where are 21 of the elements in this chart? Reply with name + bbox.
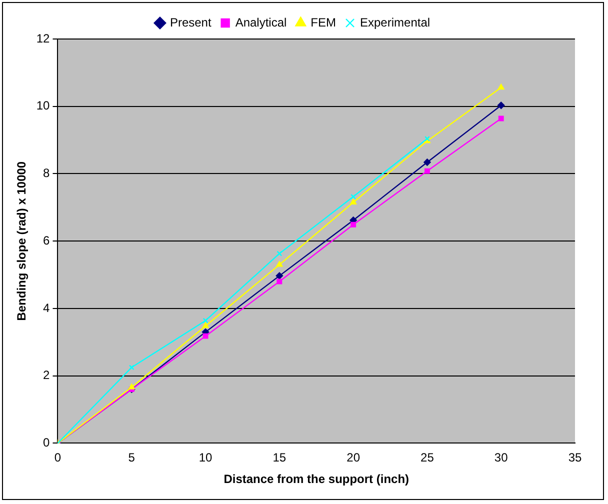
y-tick-label: 4 — [43, 300, 50, 315]
x-tick-label: 25 — [420, 450, 434, 465]
y-tick-label: 10 — [36, 98, 50, 113]
x-tick-label: 35 — [568, 450, 582, 465]
y-tick-label: 8 — [43, 166, 50, 180]
y-axis-title: Bending slope (rad) x 10000 — [14, 161, 29, 321]
legend-label: Experimental — [360, 15, 430, 30]
legend-label: FEM — [310, 15, 336, 30]
x-tick-label: 0 — [54, 450, 62, 465]
x-axis-title: Distance from the support (inch) — [224, 472, 410, 486]
legend-label: Analytical — [235, 15, 287, 30]
x-tick-label: 20 — [346, 450, 360, 465]
y-tick-label: 12 — [36, 31, 50, 46]
x-tick-label: 10 — [198, 450, 213, 465]
x-tick-label: 30 — [494, 450, 508, 465]
legend-label: Present — [170, 15, 212, 30]
y-tick-label: 2 — [43, 368, 50, 382]
y-tick-label: 6 — [43, 233, 50, 248]
x-tick-label: 15 — [272, 450, 286, 465]
y-tick-label: 0 — [43, 436, 50, 450]
x-tick-label: 5 — [128, 450, 136, 465]
